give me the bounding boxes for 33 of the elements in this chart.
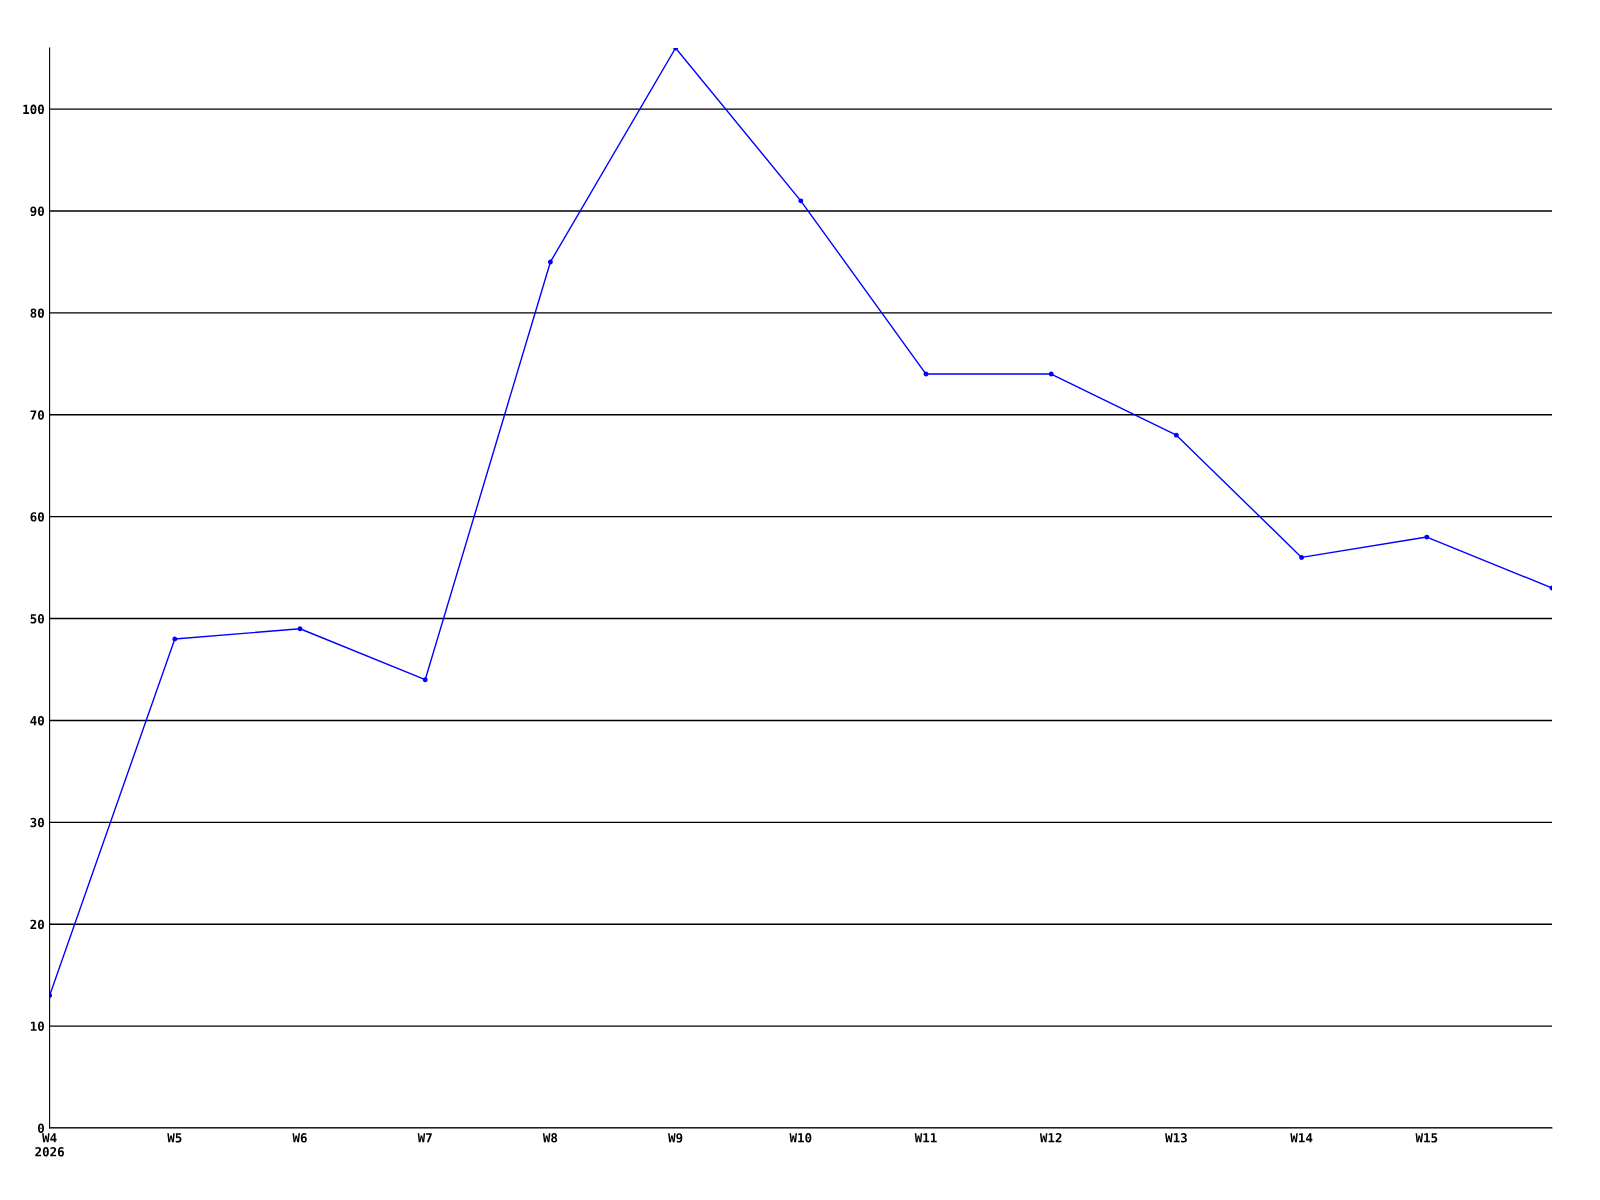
y-tick-label: 90 (30, 206, 44, 217)
y-tick-label: 60 (30, 512, 44, 522)
x-tick-label: W12 (1039, 1133, 1062, 1143)
x-tick-label: W6 (292, 1133, 307, 1143)
point (172, 636, 178, 642)
point (1424, 534, 1430, 540)
point (1299, 555, 1305, 560)
point (297, 626, 303, 632)
x-tick-label: W15 (1415, 1133, 1438, 1143)
x-tick-label: W5 (167, 1133, 182, 1143)
point (923, 371, 929, 377)
y-tick-label: 100 (23, 104, 44, 115)
point (422, 677, 428, 683)
x-tick-label: W7 (417, 1133, 432, 1143)
x-tick-label: W11 (914, 1133, 937, 1143)
y-tick-label: 80 (30, 308, 44, 318)
x-tick-label: W13 (1165, 1133, 1187, 1143)
point (798, 198, 804, 204)
x-tick-label: W10 (789, 1133, 812, 1143)
y-tick-label: 40 (30, 715, 44, 726)
y-tick-label: 0 (37, 1123, 44, 1133)
x-tick-label: W8 (542, 1133, 558, 1143)
y-tick-label: 30 (30, 817, 44, 828)
point (1173, 432, 1179, 438)
y-tick-label: 10 (30, 1021, 44, 1032)
point (1048, 371, 1054, 377)
y-tick-label: 50 (30, 614, 44, 624)
y-tick-label: 70 (30, 410, 44, 420)
x-tick-label: W4 2026 (35, 1133, 64, 1157)
point (547, 259, 553, 265)
x-tick-label: W14 (1290, 1133, 1313, 1143)
x-tick-label: W9 (668, 1133, 683, 1143)
y-tick-label: 20 (30, 919, 44, 930)
